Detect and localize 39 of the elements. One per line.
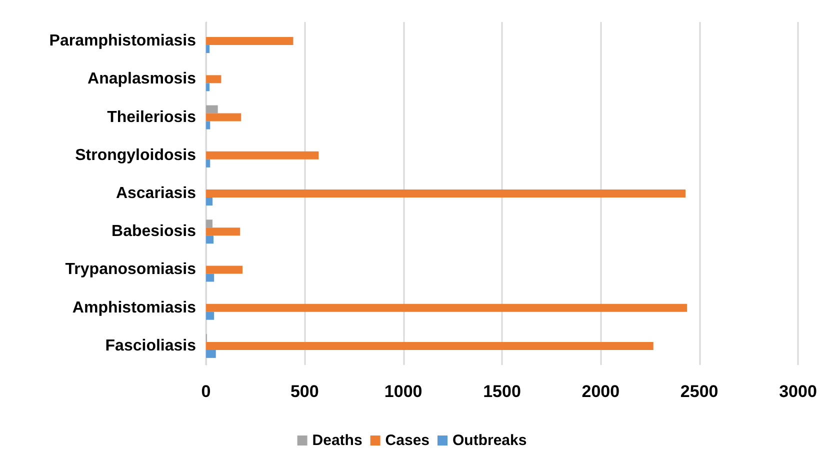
x-tick-label: 2000 (582, 382, 620, 401)
bar (206, 312, 214, 320)
bar (206, 350, 216, 358)
x-tick-label: 2500 (680, 382, 718, 401)
y-tick-label: Anaplasmosis (88, 70, 196, 88)
y-tick-label: Paramphistomiasis (49, 32, 196, 50)
y-tick-label: Trypanosomiasis (65, 261, 196, 278)
y-tick-label: Babesiosis (112, 223, 196, 240)
bar (206, 159, 210, 168)
y-tick-label: Fascioliasis (105, 337, 196, 354)
bar (206, 151, 319, 160)
x-tick-label: 0 (201, 382, 211, 401)
bar (206, 274, 214, 282)
bar (206, 75, 222, 84)
legend-label: Cases (385, 432, 430, 449)
bar (206, 266, 243, 274)
y-tick-label: Strongyloidosis (75, 146, 196, 164)
x-tick-label: 1500 (483, 382, 521, 401)
legend-label: Outbreaks (452, 432, 527, 449)
bar (206, 190, 686, 198)
x-tick-label: 500 (290, 382, 319, 401)
y-tick-label: Amphistomiasis (72, 299, 196, 316)
bar (206, 121, 210, 130)
y-tick-label: Theileriosis (107, 108, 196, 126)
legend-label: Deaths (312, 432, 362, 449)
bar (206, 236, 214, 244)
x-tick-label: 3000 (779, 382, 817, 401)
bar (206, 342, 654, 350)
bar (206, 228, 240, 236)
bar (206, 198, 213, 206)
y-tick-label: Ascariasis (116, 185, 196, 202)
bar (206, 220, 213, 228)
bar (206, 45, 210, 54)
bar (206, 83, 210, 92)
bar (206, 113, 242, 122)
bar (206, 37, 294, 46)
x-tick-label: 1000 (384, 382, 422, 401)
bar (206, 105, 218, 114)
bar (206, 304, 688, 312)
